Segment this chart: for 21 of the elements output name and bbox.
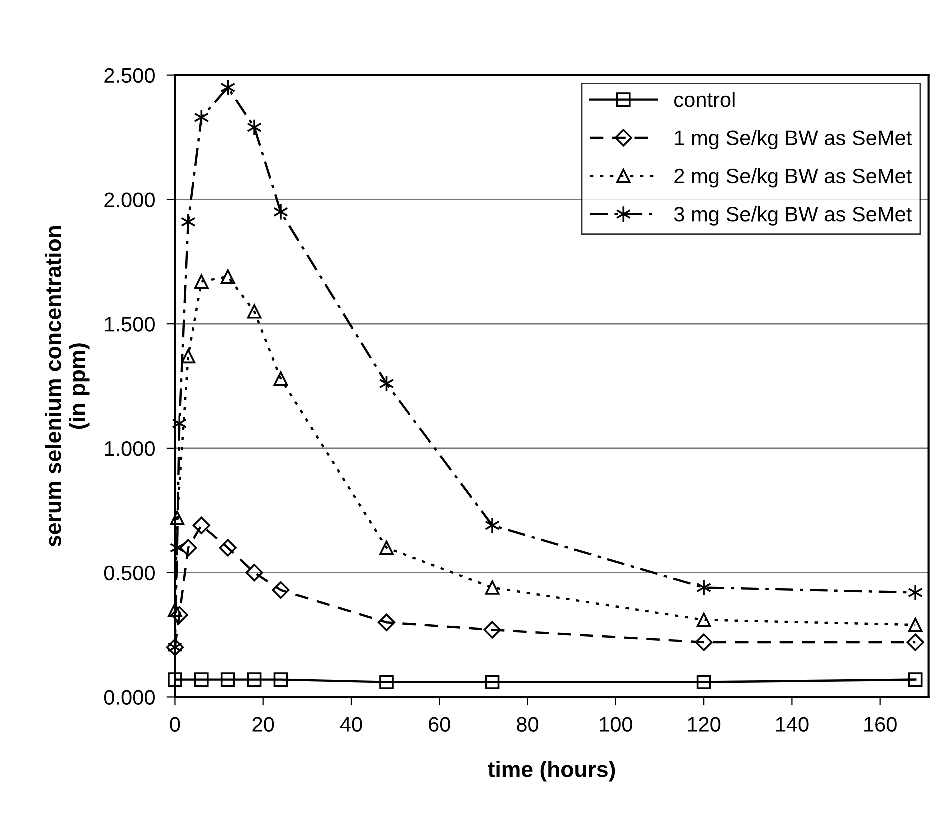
x-tick-label: 20 xyxy=(252,717,274,732)
y-tick-label: 2.500 xyxy=(104,68,155,84)
y-tick-label: 0.000 xyxy=(104,690,155,705)
y-tick-label: 2.000 xyxy=(104,192,155,208)
y-tick-label: 1.000 xyxy=(105,441,155,456)
legend-label: 1 mg Se/kg BW as SeMet xyxy=(675,130,912,150)
legend-label: 3 mg Se/kg BW as SeMet xyxy=(674,206,912,226)
x-tick-label: 120 xyxy=(688,717,721,732)
x-tick-label: 80 xyxy=(517,717,539,732)
x-tick-label: 160 xyxy=(864,717,897,732)
legend-label: control xyxy=(674,92,735,108)
x-tick-label: 0 xyxy=(170,717,180,732)
x-tick-label: 100 xyxy=(600,717,632,732)
x-tick-label: 60 xyxy=(429,717,450,732)
y-axis-title: serum selenium concentration (in ppm) xyxy=(45,226,90,547)
x-tick-label: 40 xyxy=(340,717,362,732)
x-axis-title: time (hours) xyxy=(488,761,616,782)
y-tick-label: 1.500 xyxy=(105,317,155,332)
y-tick-label: 0.500 xyxy=(104,566,155,581)
legend-label: 2 mg Se/kg BW as SeMet xyxy=(674,168,912,188)
x-tick-label: 140 xyxy=(776,717,809,732)
